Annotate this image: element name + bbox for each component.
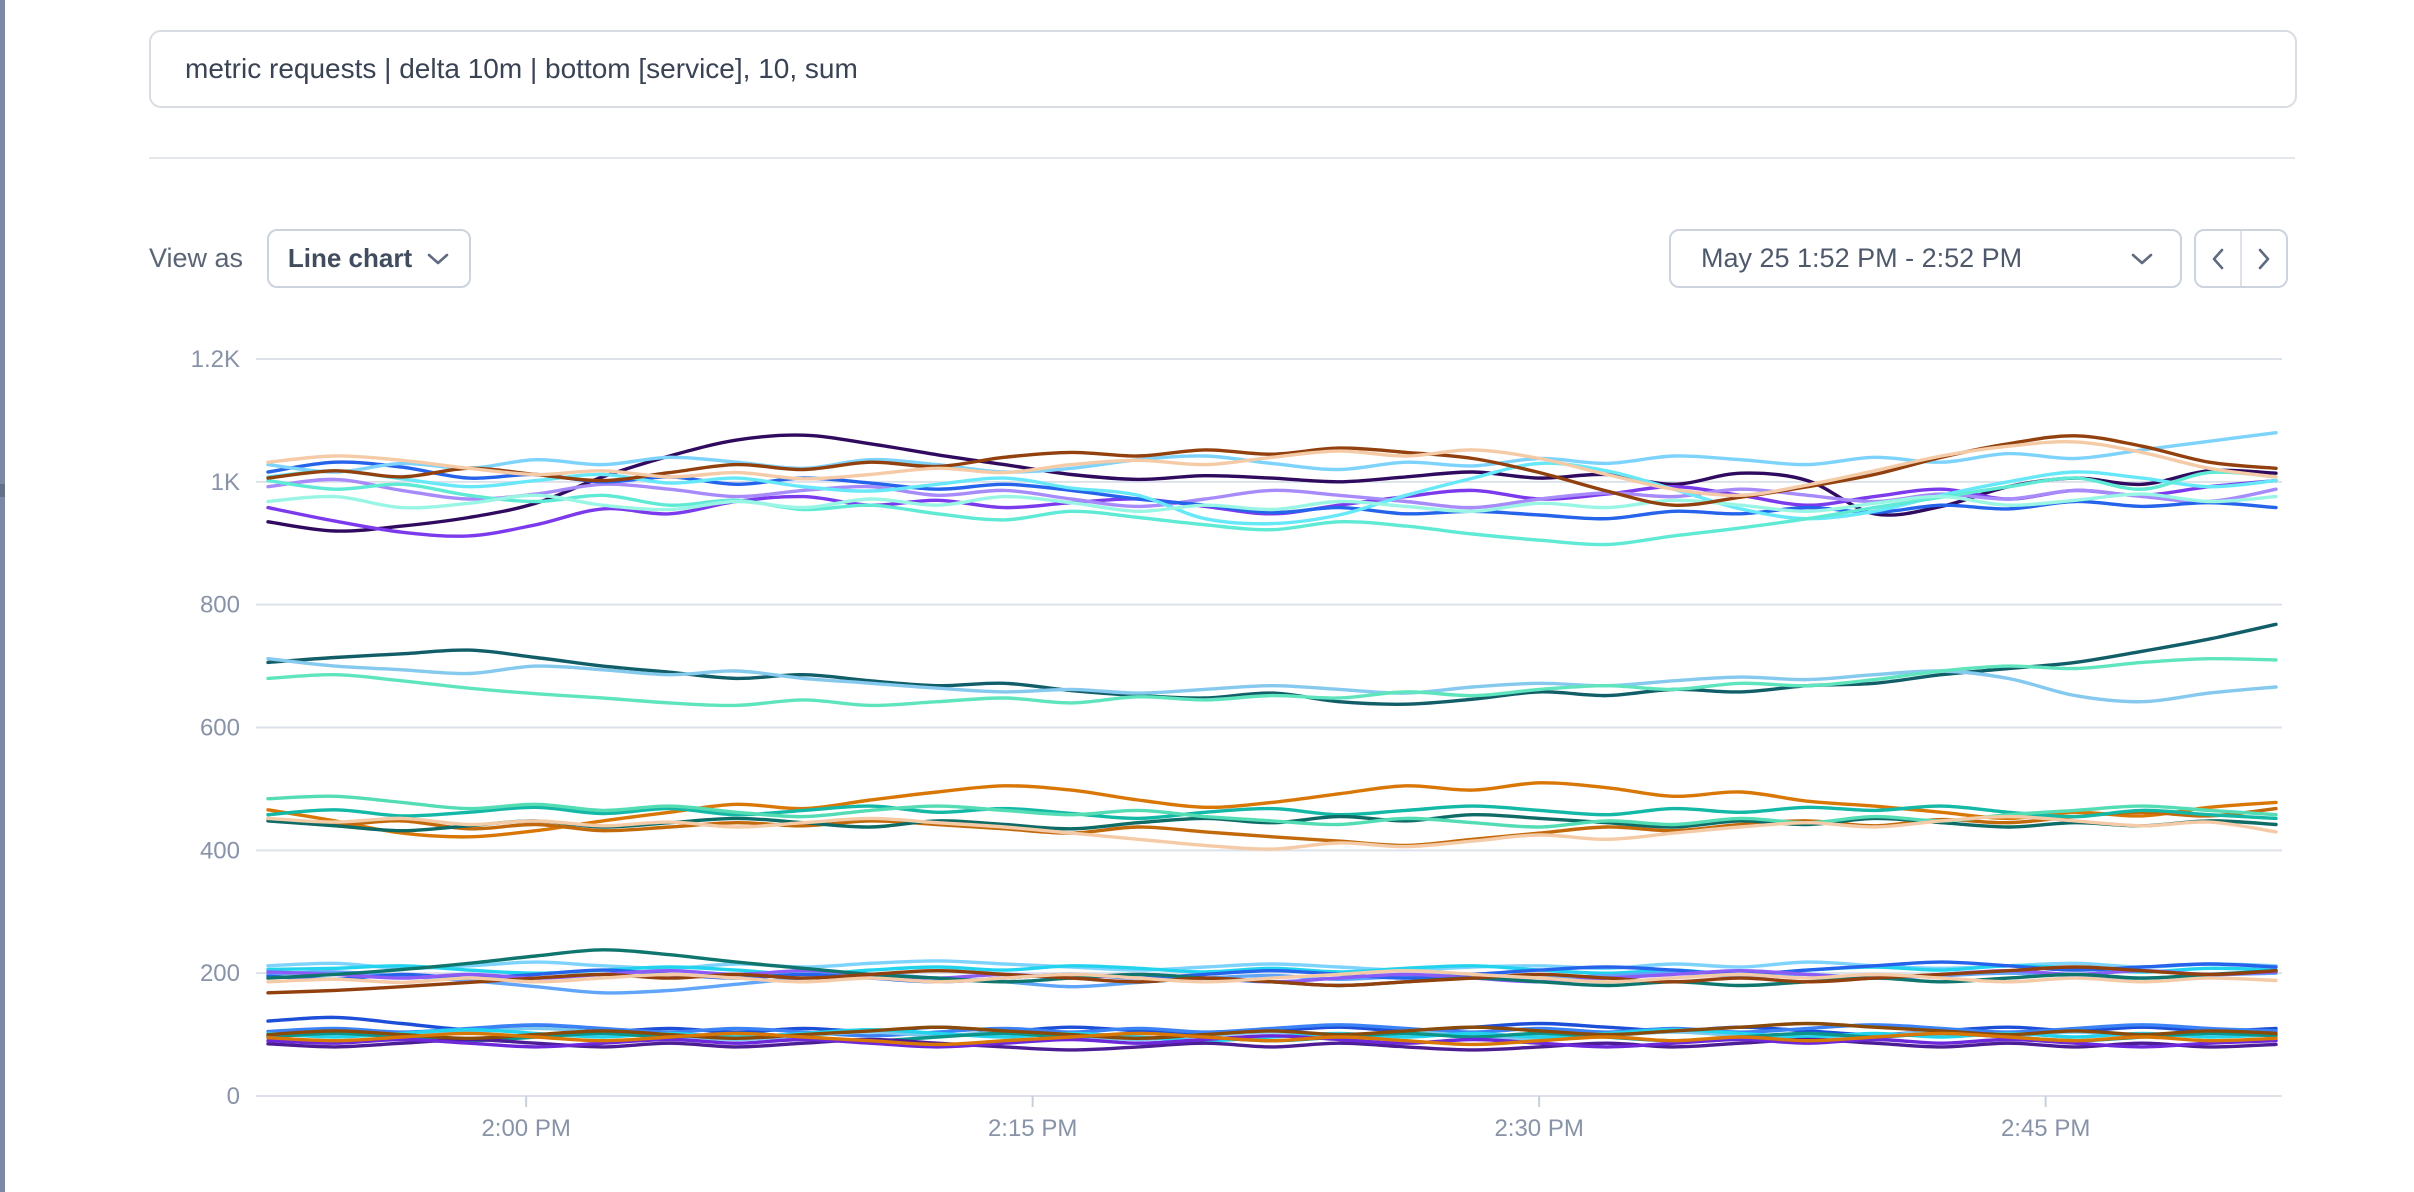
series-line-c1 <box>266 781 2278 839</box>
series-line-a10 <box>266 440 2278 498</box>
y-axis-label: 1.2K <box>191 346 240 373</box>
series-line-e8 <box>266 1021 2278 1040</box>
series-line-d4 <box>266 960 2278 984</box>
chevron-down-icon <box>427 253 449 264</box>
series-line-c3 <box>266 804 2278 821</box>
left-rail-notch <box>0 484 5 497</box>
chart-type-dropdown[interactable]: Line chart <box>267 229 471 288</box>
series-line-c6 <box>266 814 2278 851</box>
view-as-label: View as <box>149 243 244 273</box>
series-line-e6 <box>266 1037 2278 1052</box>
series-line-a8 <box>266 492 2278 514</box>
series-line-e2 <box>266 1023 2278 1038</box>
x-axis-label: 2:45 PM <box>2001 1115 2090 1142</box>
chevron-left-icon <box>2212 248 2224 269</box>
query-text: metric requests | delta 10m | bottom [se… <box>185 53 858 84</box>
series-line-e9 <box>266 1031 2278 1047</box>
time-range-dropdown[interactable]: May 25 1:52 PM - 2:52 PM <box>1669 229 2182 288</box>
query-input[interactable]: metric requests | delta 10m | bottom [se… <box>149 30 2297 108</box>
time-forward-button[interactable] <box>2242 231 2286 286</box>
chevron-right-icon <box>2258 248 2270 269</box>
series-line-d1 <box>266 959 2278 972</box>
y-axis-label: 800 <box>200 592 240 619</box>
y-axis-label: 200 <box>200 960 240 987</box>
x-axis-label: 2:30 PM <box>1494 1115 1583 1142</box>
y-axis-label: 0 <box>227 1083 240 1110</box>
y-axis-label: 600 <box>200 715 240 742</box>
y-axis-label: 1K <box>211 469 240 496</box>
y-axis-label: 400 <box>200 837 240 864</box>
series-line-e7 <box>266 1034 2278 1049</box>
x-axis-label: 2:00 PM <box>481 1115 570 1142</box>
x-axis-label: 2:15 PM <box>988 1115 1077 1142</box>
left-edge-rail <box>0 0 5 1192</box>
series-line-b1 <box>266 622 2278 706</box>
series-line-a5 <box>266 431 2278 474</box>
series-line-b3 <box>266 656 2278 708</box>
chart-type-value: Line chart <box>287 243 413 273</box>
series-line-d8 <box>266 969 2278 985</box>
header-divider <box>149 157 2295 159</box>
chevron-down-icon <box>2131 253 2153 264</box>
time-back-button[interactable] <box>2196 231 2242 286</box>
series-line-d7 <box>266 965 2278 995</box>
time-range-value: May 25 1:52 PM - 2:52 PM <box>1701 243 2023 273</box>
time-nav-group <box>2194 229 2288 288</box>
